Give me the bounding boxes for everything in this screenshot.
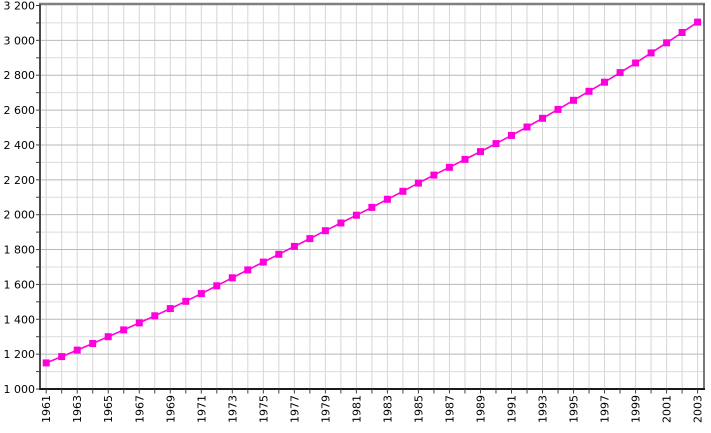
- x-axis-label: 1987: [443, 395, 456, 423]
- data-point: [352, 211, 360, 219]
- data-point: [368, 203, 376, 211]
- data-point: [197, 290, 205, 298]
- data-point: [120, 326, 128, 334]
- x-axis-label: 1969: [164, 395, 177, 423]
- y-axis-label: 2 800: [4, 69, 36, 82]
- x-axis-label: 1985: [412, 395, 425, 423]
- data-point: [104, 333, 112, 341]
- data-point: [73, 346, 81, 354]
- data-point: [228, 274, 236, 282]
- x-axis-label: 2003: [692, 395, 705, 423]
- data-point: [539, 114, 546, 122]
- x-axis-label: 1967: [133, 395, 146, 423]
- x-axis-label: 1981: [350, 395, 363, 423]
- data-point: [461, 155, 469, 163]
- data-point: [135, 319, 143, 327]
- y-axis-label: 1 600: [4, 278, 36, 291]
- y-axis-label: 3 200: [4, 0, 36, 13]
- data-point: [585, 87, 593, 95]
- data-point: [601, 78, 608, 86]
- data-point: [570, 96, 577, 104]
- x-axis-label: 1965: [102, 395, 115, 423]
- data-point: [151, 312, 159, 320]
- x-axis-label: 1973: [226, 395, 239, 423]
- y-axis-label: 2 600: [4, 104, 36, 117]
- data-point: [678, 29, 686, 36]
- data-point: [399, 187, 407, 195]
- data-point: [290, 242, 298, 250]
- data-point: [445, 163, 453, 171]
- x-axis-label: 1975: [257, 395, 270, 423]
- x-axis-label: 1971: [195, 395, 208, 423]
- data-point: [321, 227, 329, 235]
- y-axis-label: 1 800: [4, 244, 36, 257]
- data-point: [337, 219, 345, 227]
- data-point: [523, 123, 531, 131]
- data-point: [383, 195, 391, 203]
- y-axis-label: 2 200: [4, 174, 36, 187]
- y-axis-label: 2 400: [4, 139, 36, 152]
- y-axis-label: 2 000: [4, 209, 36, 222]
- data-point: [259, 258, 267, 266]
- data-point: [275, 250, 283, 258]
- data-point: [306, 235, 314, 243]
- y-axis-label: 3 000: [4, 34, 36, 47]
- data-point: [663, 39, 671, 47]
- y-axis-label: 1 000: [4, 383, 36, 396]
- data-point: [42, 359, 50, 367]
- x-axis-label: 1991: [505, 395, 518, 423]
- data-point: [508, 131, 515, 139]
- x-axis-label: 1997: [599, 395, 612, 423]
- data-point: [244, 266, 252, 274]
- x-axis-label: 1977: [288, 395, 301, 423]
- y-axis-label: 1 400: [4, 313, 36, 326]
- data-point: [554, 105, 562, 113]
- x-axis-label: 2001: [661, 395, 674, 423]
- x-axis-label: 1979: [319, 395, 332, 423]
- data-point: [694, 18, 702, 26]
- data-point: [213, 282, 221, 290]
- x-axis-label: 1995: [568, 395, 581, 423]
- data-point: [414, 179, 422, 187]
- data-point: [647, 49, 655, 57]
- data-point: [430, 171, 438, 179]
- data-point: [166, 305, 174, 313]
- y-axis-label: 1 200: [4, 348, 36, 361]
- data-point: [89, 340, 97, 347]
- x-axis-label: 1983: [381, 395, 394, 423]
- x-axis-label: 1999: [630, 395, 643, 423]
- data-point: [477, 148, 484, 156]
- data-point: [182, 297, 190, 305]
- x-axis-label: 1963: [71, 395, 84, 423]
- x-axis-label: 1961: [40, 395, 53, 423]
- data-point: [632, 59, 640, 67]
- data-point: [492, 140, 500, 148]
- data-point: [616, 69, 624, 77]
- x-axis-label: 1993: [537, 395, 550, 423]
- data-point: [58, 353, 66, 361]
- x-axis-label: 1989: [474, 395, 487, 423]
